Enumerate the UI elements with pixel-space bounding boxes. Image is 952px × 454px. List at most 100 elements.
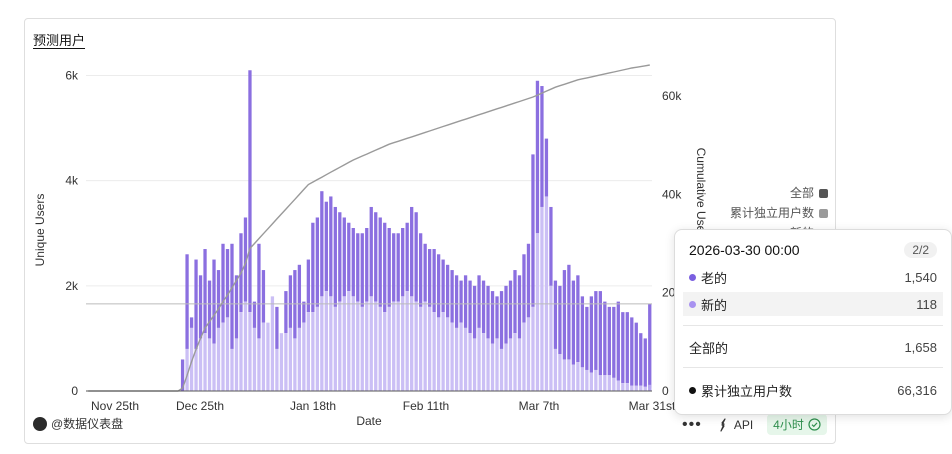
bar-all[interactable]	[419, 233, 423, 307]
bar-old[interactable]	[562, 359, 567, 391]
bar-all[interactable]	[585, 306, 589, 370]
bar-all[interactable]	[329, 196, 333, 297]
bar-all[interactable]	[320, 191, 324, 297]
bar-all[interactable]	[495, 296, 499, 339]
bar-old[interactable]	[598, 375, 602, 391]
bar-old[interactable]	[311, 312, 315, 391]
bar-all[interactable]	[576, 275, 580, 363]
bar-old[interactable]	[342, 296, 346, 391]
bar-old[interactable]	[445, 317, 450, 391]
bar-old[interactable]	[306, 312, 311, 391]
bar-all[interactable]	[225, 249, 230, 318]
bar-all[interactable]	[445, 264, 450, 318]
bar-all[interactable]	[351, 228, 355, 297]
bar-all[interactable]	[261, 270, 266, 323]
bar-old[interactable]	[544, 196, 549, 391]
bar-old[interactable]	[234, 338, 239, 391]
bar-all[interactable]	[625, 312, 629, 384]
bar-old[interactable]	[212, 343, 216, 391]
bar-all[interactable]	[427, 249, 432, 307]
bar-old[interactable]	[477, 327, 481, 391]
bar-all[interactable]	[535, 80, 540, 234]
bar-all[interactable]	[414, 212, 418, 302]
bar-old[interactable]	[392, 301, 396, 391]
bar-old[interactable]	[432, 312, 436, 391]
bar-old[interactable]	[230, 348, 234, 391]
bar-old[interactable]	[450, 322, 454, 391]
bar-old[interactable]	[639, 385, 643, 391]
bar-old[interactable]	[513, 333, 517, 391]
bar-all[interactable]	[315, 217, 319, 307]
bar-old[interactable]	[284, 333, 288, 391]
bar-old[interactable]	[526, 317, 531, 391]
bar-all[interactable]	[423, 243, 427, 302]
api-button[interactable]: API	[716, 418, 753, 432]
bar-old[interactable]	[261, 322, 266, 391]
bar-all[interactable]	[454, 275, 459, 328]
bar-old[interactable]	[329, 296, 333, 391]
bar-all[interactable]	[387, 228, 391, 307]
bar-all[interactable]	[499, 291, 504, 349]
bar-old[interactable]	[189, 327, 194, 391]
bar-all[interactable]	[441, 259, 445, 313]
bar-all[interactable]	[410, 206, 414, 297]
bar-old[interactable]	[495, 338, 499, 391]
bar-all[interactable]	[639, 333, 643, 386]
bar-old[interactable]	[338, 301, 342, 391]
bar-old[interactable]	[356, 301, 360, 391]
bar-all[interactable]	[603, 301, 607, 376]
bar-old[interactable]	[490, 343, 495, 391]
bar-old[interactable]	[540, 206, 544, 391]
refresh-badge[interactable]: 4小时	[767, 414, 827, 435]
bar-all[interactable]	[648, 303, 652, 388]
bar-all[interactable]	[401, 228, 405, 297]
bar-old[interactable]	[221, 322, 225, 391]
bar-old[interactable]	[625, 383, 629, 391]
bar-all[interactable]	[342, 217, 346, 297]
bar-old[interactable]	[567, 359, 571, 391]
bar-all[interactable]	[589, 296, 594, 373]
bar-old[interactable]	[252, 327, 257, 391]
bar-old[interactable]	[297, 327, 302, 391]
bar-all[interactable]	[257, 243, 261, 339]
bar-all[interactable]	[360, 233, 364, 307]
bar-all[interactable]	[553, 280, 558, 349]
bar-old[interactable]	[315, 306, 319, 391]
bar-all[interactable]	[203, 249, 207, 334]
bar-old[interactable]	[185, 348, 189, 391]
bar-old[interactable]	[347, 291, 351, 391]
bar-all[interactable]	[221, 243, 225, 323]
bar-all[interactable]	[571, 280, 576, 365]
bar-all[interactable]	[432, 249, 436, 313]
bar-all[interactable]	[230, 243, 234, 349]
bar-old[interactable]	[427, 306, 432, 391]
bar-old[interactable]	[365, 301, 369, 391]
bar-old[interactable]	[288, 327, 293, 391]
bar-old[interactable]	[634, 385, 638, 391]
bar-old[interactable]	[454, 327, 459, 391]
bar-old[interactable]	[508, 338, 513, 391]
bar-old[interactable]	[522, 322, 526, 391]
bar-old[interactable]	[401, 296, 405, 391]
bar-old[interactable]	[383, 312, 387, 391]
bar-all[interactable]	[405, 222, 409, 292]
bar-all[interactable]	[594, 291, 598, 370]
bar-all[interactable]	[288, 275, 293, 328]
bar-all[interactable]	[185, 254, 189, 349]
legend-item-cumulative[interactable]: 累计独立用户数	[730, 203, 828, 223]
bar-all[interactable]	[243, 217, 248, 302]
bar-all[interactable]	[374, 212, 378, 302]
bar-old[interactable]	[275, 348, 279, 391]
bar-old[interactable]	[621, 383, 625, 391]
bar-old[interactable]	[607, 375, 611, 391]
bar-old[interactable]	[360, 306, 364, 391]
author-info[interactable]: @数据仪表盘	[33, 415, 123, 432]
bar-all[interactable]	[436, 254, 441, 318]
bar-old[interactable]	[441, 312, 445, 391]
bar-all[interactable]	[252, 301, 257, 328]
bar-all[interactable]	[486, 285, 490, 339]
bar-old[interactable]	[589, 372, 594, 391]
bar-all[interactable]	[365, 228, 369, 302]
bar-all[interactable]	[481, 280, 486, 334]
bar-all[interactable]	[306, 259, 311, 313]
